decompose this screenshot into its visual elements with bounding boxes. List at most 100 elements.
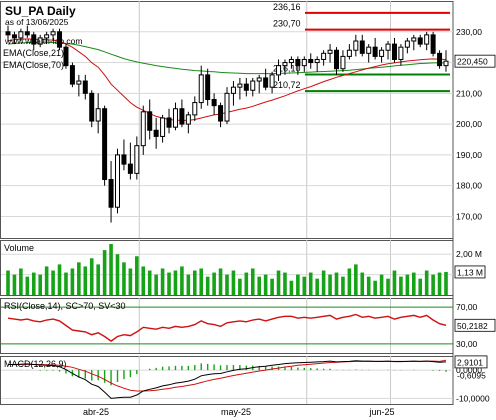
price-tick-label: 170,00 [456, 211, 482, 221]
volume-bar [128, 268, 133, 295]
candle-body-down [372, 46, 378, 57]
candle-body-up [321, 52, 327, 60]
candle-body-down [57, 31, 63, 48]
volume-bar [57, 264, 62, 295]
candle [424, 31, 430, 51]
volume-bar [89, 258, 94, 295]
candle [44, 31, 50, 45]
candle [115, 148, 120, 214]
last-price-box [454, 54, 496, 68]
rsi-last-box [454, 318, 496, 332]
candle-body-up [18, 31, 24, 39]
candle [353, 34, 359, 57]
candle-body-up [44, 34, 50, 39]
candle-body-down [121, 154, 127, 165]
candle-body-up [282, 62, 288, 67]
candle [108, 161, 114, 223]
volume-bar [70, 268, 75, 295]
candle [24, 25, 30, 38]
candle [237, 77, 243, 100]
volume-bar [180, 266, 184, 295]
price-tick-label: 190,00 [456, 150, 482, 160]
candle-body-down [166, 117, 172, 128]
volume-bar [218, 268, 223, 295]
candle [411, 34, 417, 51]
candle-body-up [340, 55, 346, 70]
candle-body-up [237, 83, 243, 88]
candle-body-down [147, 111, 153, 131]
candle-body-up [366, 46, 372, 54]
candle-body-up [411, 37, 417, 42]
legend-ema70: EMA(Close,70) [3, 60, 64, 70]
candle-body-down [82, 80, 88, 94]
volume-bar [418, 278, 423, 295]
candle [89, 90, 95, 128]
candle [205, 68, 211, 106]
candle [288, 56, 294, 69]
candle [192, 96, 198, 122]
volume-bar [154, 274, 158, 295]
candle-body-down [437, 52, 443, 67]
candle [346, 44, 352, 60]
volume-bar [31, 272, 36, 295]
candle [76, 74, 82, 97]
volume-bar [12, 274, 17, 295]
candle-body-up [404, 40, 410, 48]
candle [295, 56, 301, 75]
volume-bar [296, 274, 300, 295]
candle [50, 28, 56, 42]
candle-body-up [379, 49, 385, 57]
candle-body-up [140, 111, 146, 147]
candle-body-up [160, 117, 166, 137]
candle [102, 105, 108, 186]
candle-body-down [63, 46, 69, 67]
candle [57, 28, 63, 51]
candle-body-up [353, 40, 359, 51]
rsi-line [7, 313, 447, 342]
price-tick-label: 200,00 [456, 119, 482, 129]
x-axis-label: jun-25 [368, 407, 394, 417]
candle [430, 31, 436, 57]
volume-bar [205, 276, 210, 295]
candle [31, 31, 37, 51]
volume-bar [192, 270, 197, 295]
legend-ema21: EMA(Close,21) [3, 48, 64, 58]
candle [372, 37, 378, 60]
volume-bar [431, 274, 435, 295]
candle [5, 25, 11, 42]
macd-hist-last-label: -0,6095 [457, 370, 486, 380]
candle [121, 139, 127, 171]
volume-bar [199, 268, 204, 295]
candle-body-up [192, 102, 198, 116]
candle [37, 34, 43, 48]
volume-last-label: 1,13 M [457, 267, 483, 277]
candle [185, 111, 191, 134]
macd-tick-label: 0,0000 [456, 365, 482, 375]
candle [230, 81, 236, 106]
x-axis-label: abr-25 [83, 407, 109, 417]
candle [147, 99, 153, 140]
candle-body-down [205, 74, 211, 100]
candle-body-down [153, 129, 159, 137]
candle [134, 136, 140, 180]
candle [140, 105, 146, 155]
volume-bar [44, 266, 49, 295]
candle-body-up [398, 46, 404, 60]
candle-body-up [385, 43, 391, 51]
volume-bar [186, 274, 191, 295]
last-price-label: 220,450 [457, 57, 488, 67]
volume-bar [437, 272, 442, 295]
candle-body-down [11, 34, 17, 39]
candle [385, 41, 391, 60]
ema70-line [7, 41, 446, 75]
volume-bar [373, 280, 377, 295]
volume-last-box [454, 265, 486, 279]
candle [211, 93, 217, 115]
volume-bar [173, 270, 178, 295]
volume-bar [308, 272, 313, 295]
candle-body-up [424, 34, 430, 45]
candle-body-down [308, 58, 314, 64]
volume-bar [83, 266, 88, 295]
chart-subtitle: as of 13/06/2025 [5, 17, 69, 27]
